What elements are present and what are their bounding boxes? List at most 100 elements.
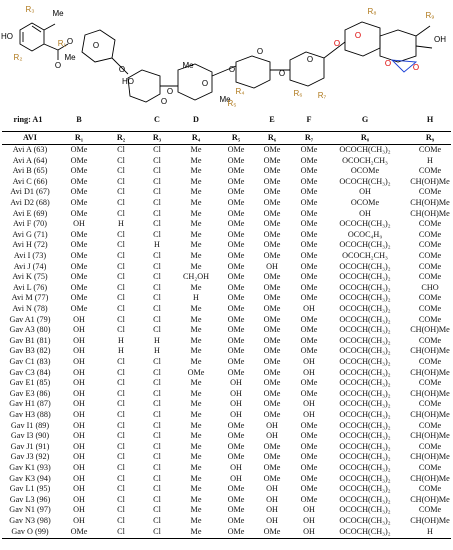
atom-label: O xyxy=(55,61,61,70)
substituent: OMe xyxy=(70,240,88,250)
substituent: Cl xyxy=(153,304,161,313)
ring-label: ring: A1 xyxy=(13,115,43,124)
compound-name: Avi K (75) xyxy=(12,272,48,282)
atom-label: O xyxy=(202,79,208,88)
substituent: OCOCH(CH₃)₂ xyxy=(339,293,391,303)
substituent: OH xyxy=(230,410,242,419)
substituent: Me xyxy=(190,484,202,494)
substituent: OH xyxy=(266,261,278,271)
substituent: COMe xyxy=(418,145,442,154)
substituent: OMe xyxy=(187,367,205,377)
compound-name: Avi J (74) xyxy=(13,261,47,271)
compound-name: Avi M (77) xyxy=(11,293,49,303)
substituent: OCOCH(CH₃)₂ xyxy=(339,505,391,515)
substituent: Cl xyxy=(153,357,161,366)
compound-name: Gav E1 (85) xyxy=(9,378,51,388)
compound-name: Gav L1 (95) xyxy=(9,484,51,494)
substituent: OH xyxy=(303,410,315,419)
substituent: OMe xyxy=(300,208,318,218)
substituent: OCOC₄H₉ xyxy=(347,229,383,239)
atom-label: R₇ xyxy=(318,91,327,100)
substituent: Me xyxy=(190,251,202,260)
substituent: Me xyxy=(190,229,202,239)
substituent: OMe xyxy=(227,240,245,250)
substituent: Cl xyxy=(153,187,161,197)
substituent: OMe xyxy=(300,420,318,430)
substituent: Me xyxy=(190,388,202,398)
substituent: OMe xyxy=(227,516,245,525)
substituent: OMe xyxy=(263,335,281,345)
substituent: OH xyxy=(73,420,85,430)
compound-name: Gav C3 (84) xyxy=(9,367,51,377)
substituent: Cl xyxy=(153,272,161,282)
substituent: OMe xyxy=(263,219,281,229)
substituent: OMe xyxy=(227,261,245,271)
substituent: OH xyxy=(359,208,371,218)
substituent: OMe xyxy=(70,293,88,303)
substituent: Cl xyxy=(117,441,125,451)
column-header: R₃ xyxy=(152,133,162,142)
atom-label: O xyxy=(257,47,263,56)
substituent: OCOCH(CH₃)₂ xyxy=(339,494,391,504)
substituent: OMe xyxy=(263,346,281,356)
substituent: OMe xyxy=(300,176,318,186)
substituent: COMe xyxy=(418,261,442,271)
substituent: CHO xyxy=(421,282,439,292)
substituent: COMe xyxy=(418,229,442,239)
substituent: OMe xyxy=(227,325,245,335)
substituent: OMe xyxy=(263,145,281,154)
substituent: OMe xyxy=(70,261,88,271)
substituent: OCOCH(CH₃)₂ xyxy=(339,388,391,398)
substituent: Me xyxy=(190,155,202,165)
substituent: OMe xyxy=(300,378,318,388)
substituent: Cl xyxy=(117,251,125,260)
substituent: Me xyxy=(190,399,202,409)
substituent: OCOCH(CH₃)₂ xyxy=(339,420,391,430)
substituent: OMe xyxy=(263,198,281,207)
substituent: CH₂OH xyxy=(182,272,210,282)
substituent: OMe xyxy=(70,282,88,292)
substituent: OMe xyxy=(300,452,318,462)
compound-name: Avi L (76) xyxy=(12,282,48,292)
substituent: OMe xyxy=(263,378,281,388)
ring-label: D xyxy=(193,115,199,124)
substituent: Me xyxy=(190,494,202,504)
substituent: Cl xyxy=(117,261,125,271)
substituent: OMe xyxy=(300,441,318,451)
substituent: OH xyxy=(266,516,278,525)
substituent: OCOCH(CH₃)₂ xyxy=(339,346,391,356)
substituent: Me xyxy=(190,357,202,366)
substituent: OMe xyxy=(263,155,281,165)
substituent: CH(OH)Me xyxy=(410,452,450,462)
substituent: Cl xyxy=(153,410,161,419)
substituent: Cl xyxy=(153,155,161,165)
substituent: Cl xyxy=(117,463,125,472)
substituent: Me xyxy=(190,378,202,388)
substituent: OMe xyxy=(300,240,318,250)
substituent: COMe xyxy=(418,505,442,515)
substituent: Cl xyxy=(117,240,125,250)
substituent: COMe xyxy=(418,335,442,345)
substituent: Cl xyxy=(117,357,125,366)
top-rule xyxy=(2,131,451,133)
substituent: OMe xyxy=(70,208,88,218)
substituent: OH xyxy=(303,526,315,536)
substituent: COMe xyxy=(418,304,442,313)
substituent: Me xyxy=(190,410,202,419)
compound-name: Gav N1 (97) xyxy=(9,505,51,515)
substituent: Cl xyxy=(153,378,161,388)
substituent: Cl xyxy=(153,431,161,441)
substituent: OH xyxy=(266,494,278,504)
substituent: COMe xyxy=(418,484,442,494)
substituent: OCOCH(CH₃)₂ xyxy=(339,399,391,409)
substituent: OMe xyxy=(263,229,281,239)
substituent: OMe xyxy=(227,187,245,197)
substituent: Cl xyxy=(153,261,161,271)
substituent: COMe xyxy=(418,441,442,451)
atom-label: Me xyxy=(52,9,64,18)
substituent: OH xyxy=(73,357,85,366)
ring-label: B xyxy=(76,115,82,124)
substituent: Cl xyxy=(153,420,161,430)
substituent: OCOCH(CH₃)₂ xyxy=(339,473,391,483)
substituent: OCOMe xyxy=(350,198,380,207)
